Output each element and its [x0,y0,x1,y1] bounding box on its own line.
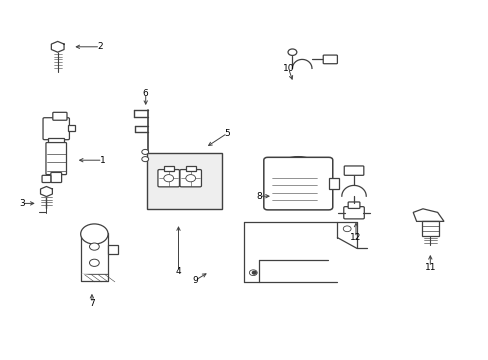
Bar [185,166,195,171]
Bar [68,125,75,131]
Circle shape [81,224,108,244]
Bar [163,166,173,171]
Text: 1: 1 [100,156,105,165]
Bar [108,245,118,254]
FancyBboxPatch shape [51,172,61,183]
Circle shape [287,49,296,55]
Circle shape [142,149,148,154]
FancyBboxPatch shape [42,175,51,183]
Text: 4: 4 [175,267,181,276]
Text: 12: 12 [349,233,361,242]
FancyBboxPatch shape [264,157,332,210]
Circle shape [252,271,256,274]
Circle shape [249,270,257,276]
Text: 6: 6 [142,89,148,98]
FancyBboxPatch shape [158,170,179,187]
Bar [146,153,222,209]
Polygon shape [41,186,52,197]
FancyBboxPatch shape [53,112,67,120]
Polygon shape [81,274,108,281]
FancyBboxPatch shape [180,170,201,187]
Bar [81,233,108,274]
FancyBboxPatch shape [43,118,69,140]
Text: 9: 9 [192,276,198,284]
Polygon shape [51,41,64,52]
Circle shape [89,243,99,250]
Circle shape [163,175,173,182]
Circle shape [142,157,148,162]
Bar [48,138,64,143]
FancyBboxPatch shape [344,166,363,175]
Text: 8: 8 [256,192,262,201]
Circle shape [89,259,99,266]
Text: 5: 5 [224,129,230,138]
Bar [421,221,438,236]
Text: 10: 10 [282,64,294,73]
Text: 3: 3 [19,199,25,208]
Text: 11: 11 [424,263,435,271]
FancyBboxPatch shape [323,55,337,64]
FancyBboxPatch shape [46,143,66,175]
FancyBboxPatch shape [347,202,359,208]
Text: 7: 7 [89,299,95,307]
Circle shape [343,226,350,232]
FancyBboxPatch shape [343,207,364,219]
Text: 2: 2 [97,42,103,51]
Circle shape [185,175,195,182]
Polygon shape [412,209,443,221]
Bar [328,178,338,189]
